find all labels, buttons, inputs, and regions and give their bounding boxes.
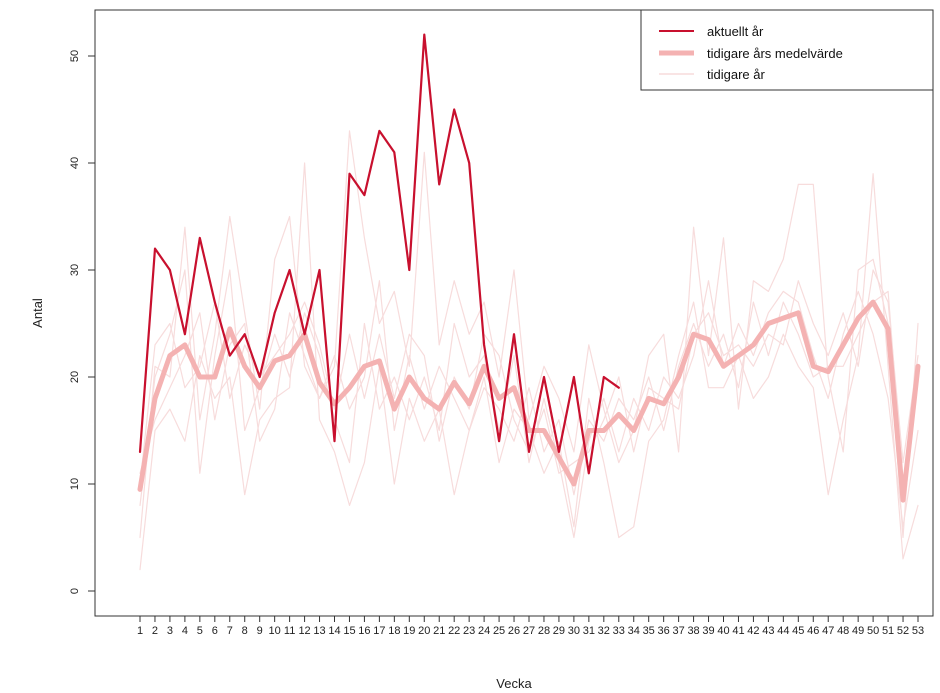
x-tick-label: 53 bbox=[912, 625, 924, 637]
legend-label-previous: tidigare år bbox=[707, 67, 765, 82]
x-tick-label: 49 bbox=[852, 625, 864, 637]
previous-year-line-3 bbox=[139, 269, 919, 539]
x-tick-label: 20 bbox=[418, 625, 430, 637]
x-tick-label: 30 bbox=[568, 625, 580, 637]
x-tick-label: 19 bbox=[403, 625, 415, 637]
x-tick-label: 11 bbox=[284, 625, 295, 637]
x-tick-label: 23 bbox=[463, 625, 475, 637]
x-tick-label: 37 bbox=[672, 625, 684, 637]
legend: aktuellt år tidigare års medelvärde tidi… bbox=[640, 9, 934, 91]
x-axis-title: Vecka bbox=[496, 676, 532, 691]
y-tick-label: 40 bbox=[69, 157, 81, 169]
x-tick-label: 31 bbox=[583, 625, 595, 637]
x-tick-label: 28 bbox=[538, 625, 550, 637]
x-tick-label: 41 bbox=[732, 625, 744, 637]
y-tick-label: 30 bbox=[69, 264, 81, 276]
x-tick-label: 35 bbox=[643, 625, 655, 637]
x-tick-label: 36 bbox=[658, 625, 670, 637]
x-tick-label: 27 bbox=[523, 625, 535, 637]
x-tick-label: 34 bbox=[628, 625, 640, 637]
x-tick-label: 47 bbox=[822, 625, 834, 637]
x-tick-label: 40 bbox=[717, 625, 729, 637]
x-tick-label: 29 bbox=[553, 625, 565, 637]
x-tick-label: 7 bbox=[227, 625, 233, 637]
x-tick-label: 21 bbox=[433, 625, 445, 637]
legend-box bbox=[640, 9, 934, 91]
x-tick-label: 4 bbox=[182, 625, 188, 637]
x-tick-label: 38 bbox=[687, 625, 699, 637]
x-tick-label: 2 bbox=[152, 625, 158, 637]
x-tick-label: 48 bbox=[837, 625, 849, 637]
y-tick-label: 20 bbox=[69, 371, 81, 383]
x-tick-label: 5 bbox=[197, 625, 203, 637]
y-tick-label: 0 bbox=[69, 588, 81, 594]
x-tick-label: 3 bbox=[167, 625, 173, 637]
x-tick-label: 25 bbox=[493, 625, 505, 637]
previous-year-line-1 bbox=[139, 130, 919, 539]
legend-label-current: aktuellt år bbox=[707, 24, 764, 39]
x-tick-label: 24 bbox=[478, 625, 490, 637]
y-axis: 0 10 20 30 40 50 bbox=[69, 50, 96, 594]
x-tick-label: 14 bbox=[328, 625, 340, 637]
x-tick-label: 22 bbox=[448, 625, 460, 637]
x-tick-label: 26 bbox=[508, 625, 520, 637]
x-tick-label: 45 bbox=[792, 625, 804, 637]
x-tick-label: 6 bbox=[212, 625, 218, 637]
previous-mean-line bbox=[137, 299, 921, 503]
x-tick-label: 17 bbox=[373, 625, 385, 637]
x-tick-label: 18 bbox=[388, 625, 400, 637]
legend-label-mean: tidigare års medelvärde bbox=[707, 46, 843, 61]
x-tick-label: 44 bbox=[777, 625, 789, 637]
x-tick-label: 16 bbox=[358, 625, 370, 637]
previous-year-line-4 bbox=[139, 280, 919, 496]
y-axis-title: Antal bbox=[30, 298, 45, 328]
x-tick-label: 43 bbox=[762, 625, 774, 637]
x-tick-label: 10 bbox=[269, 625, 281, 637]
current-year-line-group bbox=[138, 33, 620, 475]
x-tick-label: 15 bbox=[343, 625, 355, 637]
previous-mean-line-group bbox=[137, 299, 921, 503]
x-tick-label: 42 bbox=[747, 625, 759, 637]
x-tick-label: 52 bbox=[897, 625, 909, 637]
x-axis: 1 2 3 4 5 6 7 8 9 10 11 12 13 14 15 16 17 18 19 20 21 22 23 24 2… bbox=[137, 615, 924, 637]
current-year-line bbox=[138, 33, 620, 475]
x-tick-label: 46 bbox=[807, 625, 819, 637]
x-tick-label: 1 bbox=[137, 625, 143, 637]
y-tick-label: 50 bbox=[69, 50, 81, 62]
x-tick-label: 32 bbox=[598, 625, 610, 637]
x-tick-label: 50 bbox=[867, 625, 879, 637]
x-tick-label: 9 bbox=[257, 625, 263, 637]
x-tick-label: 8 bbox=[242, 625, 248, 637]
x-tick-label: 51 bbox=[882, 625, 894, 637]
x-tick-label: 39 bbox=[702, 625, 714, 637]
x-tick-label: 33 bbox=[613, 625, 625, 637]
y-tick-label: 10 bbox=[69, 478, 81, 490]
x-tick-label: 12 bbox=[298, 625, 310, 637]
x-tick-label: 13 bbox=[313, 625, 325, 637]
